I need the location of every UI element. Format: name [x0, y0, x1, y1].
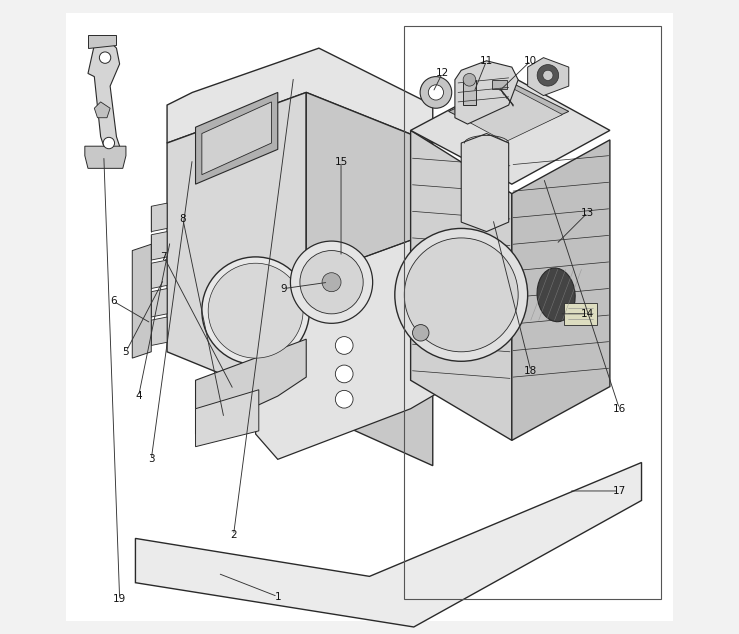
Circle shape [412, 325, 429, 341]
Text: 2: 2 [230, 530, 236, 540]
Text: 18: 18 [524, 366, 537, 376]
Polygon shape [167, 48, 433, 143]
Text: 17: 17 [613, 486, 626, 496]
Polygon shape [528, 58, 569, 96]
Circle shape [404, 238, 518, 352]
Text: 9: 9 [281, 283, 287, 294]
Polygon shape [491, 80, 507, 89]
Circle shape [537, 65, 559, 86]
Circle shape [208, 263, 303, 358]
Circle shape [420, 77, 452, 108]
Circle shape [336, 337, 353, 354]
Polygon shape [306, 93, 433, 465]
Text: 13: 13 [581, 207, 594, 217]
Text: 5: 5 [123, 347, 129, 357]
Text: 3: 3 [148, 455, 154, 464]
Circle shape [336, 365, 353, 383]
Polygon shape [463, 80, 476, 105]
Text: 12: 12 [435, 68, 449, 79]
FancyBboxPatch shape [66, 13, 673, 621]
Text: 15: 15 [335, 157, 347, 167]
Polygon shape [196, 93, 278, 184]
Polygon shape [449, 83, 569, 140]
Polygon shape [151, 231, 167, 260]
Polygon shape [461, 134, 508, 231]
Text: 7: 7 [160, 252, 167, 262]
Polygon shape [167, 93, 306, 409]
Polygon shape [151, 203, 167, 231]
Text: 1: 1 [274, 592, 281, 602]
Circle shape [543, 70, 553, 81]
Polygon shape [196, 390, 259, 447]
Polygon shape [151, 260, 167, 288]
Text: 10: 10 [524, 56, 537, 66]
Circle shape [463, 74, 476, 86]
Circle shape [290, 241, 372, 323]
Text: 19: 19 [113, 593, 126, 604]
Text: 14: 14 [581, 309, 594, 319]
Polygon shape [411, 131, 512, 441]
Polygon shape [88, 36, 117, 48]
Ellipse shape [537, 268, 575, 321]
Circle shape [429, 85, 443, 100]
Text: 6: 6 [110, 296, 117, 306]
Polygon shape [512, 140, 610, 441]
Polygon shape [132, 244, 151, 358]
Polygon shape [411, 77, 610, 184]
Polygon shape [202, 102, 271, 174]
Circle shape [103, 138, 115, 149]
Polygon shape [455, 61, 518, 124]
Circle shape [336, 391, 353, 408]
Polygon shape [455, 88, 562, 142]
Polygon shape [151, 288, 167, 317]
Text: 8: 8 [180, 214, 186, 224]
Text: 16: 16 [613, 404, 626, 414]
Polygon shape [151, 317, 167, 346]
Circle shape [99, 52, 111, 63]
Circle shape [300, 250, 363, 314]
Circle shape [202, 257, 310, 365]
Polygon shape [85, 146, 126, 169]
Circle shape [395, 228, 528, 361]
Polygon shape [88, 42, 120, 156]
FancyBboxPatch shape [565, 303, 597, 325]
Polygon shape [196, 339, 306, 434]
Text: 11: 11 [480, 56, 493, 66]
Polygon shape [256, 238, 449, 460]
Text: 4: 4 [135, 391, 142, 401]
Polygon shape [95, 102, 110, 118]
Circle shape [322, 273, 341, 292]
Polygon shape [135, 462, 641, 627]
